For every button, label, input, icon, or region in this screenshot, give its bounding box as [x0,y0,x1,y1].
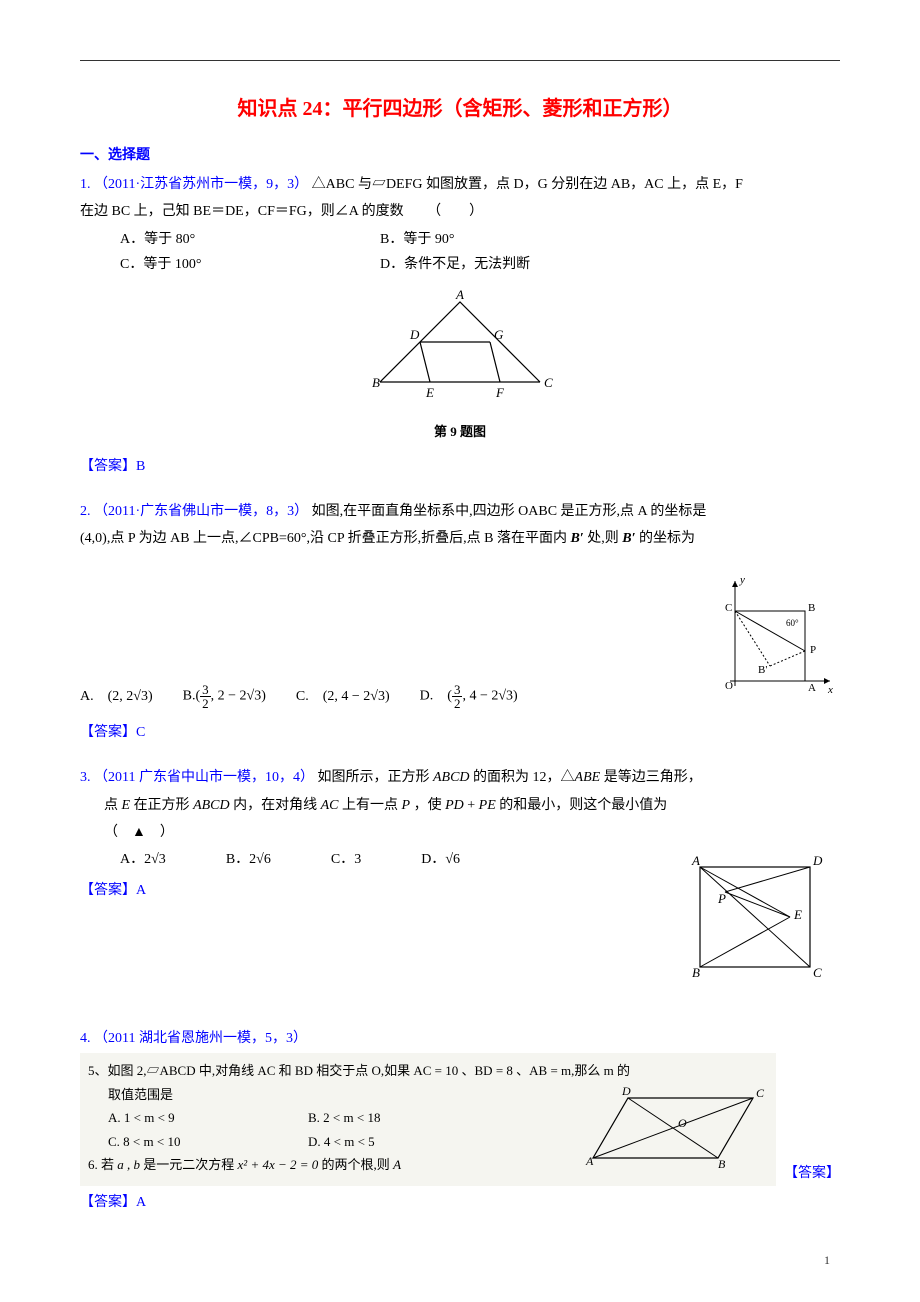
q2-num: 2. [80,504,91,519]
svg-text:F: F [495,385,505,400]
q2-angle: 60° [287,531,307,546]
q2-stem2: (4,0),点 P 为边 AB 上一点,∠CPB=60°,沿 CP 折叠正方形,… [80,526,840,551]
svg-text:C: C [544,375,553,390]
q3-paren: （ ▲ ） [80,820,840,845]
svg-text:60°: 60° [786,618,799,628]
svg-text:O: O [725,680,733,692]
q2-optC: C. (2, 4 − 2√3) [296,684,390,709]
q1-answer-label: 【答案】 [80,459,136,474]
svg-text:D: D [409,327,420,342]
svg-text:E: E [793,907,802,922]
q1-src: （2011·江苏省苏州市一模，9，3） [94,177,308,192]
q4-src: （2011 湖北省恩施州一模，5，3） [94,1031,307,1046]
q1-optC: C．等于 100° [120,252,380,277]
q1-optB: B．等于 90° [380,227,454,252]
q4-block-row: 5、如图 2,▱ABCD 中,对角线 AC 和 BD 相交于点 O,如果 AC … [80,1053,840,1186]
svg-text:P: P [810,644,816,656]
q3-figure: A D B C E P [680,847,840,996]
q4-optB: B. 2 < m < 18 [308,1106,380,1129]
q4-line1: 5、如图 2,▱ABCD 中,对角线 AC 和 BD 相交于点 O,如果 AC … [88,1059,768,1082]
svg-text:B: B [808,602,815,614]
q2-stem2-end: 处,则 [587,531,619,546]
svg-text:E: E [425,385,434,400]
svg-text:G: G [494,327,504,342]
q3-options-row: A．2√3 B．2√6 C．3 D．√6 【答案】A A D B C E P [80,847,840,996]
q2-bprime1: B′ [570,531,583,546]
svg-text:C: C [813,965,822,980]
q2-optA: A. (2, 2√3) [80,684,153,709]
q2-stem2-pre: (4,0),点 P 为边 AB 上一点,∠CPB= [80,531,287,546]
q4-optA: A. 1 < m < 9 [108,1106,308,1129]
q4-optD: D. 4 < m < 5 [308,1130,375,1153]
q4-answer-right: 【答案】 [776,1161,840,1186]
q3-answer: 【答案】A [80,878,660,903]
q3-stem2: 点 E 在正方形 ABCD 内，在对角线 AC 上有一点 P ，使 PD + P… [80,793,840,818]
svg-text:C: C [725,602,732,614]
svg-text:y: y [739,574,745,586]
page-title: 知识点 24：平行四边形（含矩形、菱形和正方形） [80,91,840,127]
q2-answer-label: 【答案】 [80,725,136,740]
svg-text:B': B' [758,664,767,676]
q3-num: 3. [80,770,91,785]
section-header: 一、选择题 [80,143,840,168]
q4-line3: 6. 若 a , b 是一元二次方程 x² + 4x − 2 = 0 的两个根,… [88,1153,578,1176]
svg-text:O: O [678,1116,687,1130]
q1-optA: A．等于 80° [120,227,380,252]
q3-optC: C．3 [331,847,361,872]
page-number: 1 [824,1250,830,1272]
q1-figure: A B C D G E F 第 9 题图 [80,287,840,444]
q1-options: A．等于 80° B．等于 90° C．等于 100° D．条件不足，无法判断 [120,227,840,277]
q1-figure-caption: 第 9 题图 [80,420,840,443]
q1-answer-value: B [136,459,145,474]
q4-answer: 【答案】A [80,1190,840,1215]
svg-text:D: D [812,853,823,868]
q3-src: （2011 广东省中山市一模，10，4） [94,770,314,785]
svg-text:C: C [756,1086,765,1100]
q2-stem2-post: ,沿 CP 折叠正方形,折叠后,点 B 落在平面内 [307,531,567,546]
q1-paren: （ ） [427,204,483,219]
svg-text:B: B [692,965,700,980]
q1-stem-text2: 在边 BC 上，己知 BE＝DE，CF＝FG，则∠A 的度数 [80,204,404,219]
q3-optB: B．2√6 [226,847,271,872]
q2-src: （2011·广东省佛山市一模，8，3） [94,504,308,519]
q4-scanned-block: 5、如图 2,▱ABCD 中,对角线 AC 和 BD 相交于点 O,如果 AC … [80,1053,776,1186]
q3-stem: 3. （2011 广东省中山市一模，10，4） 如图所示，正方形 ABCD 的面… [80,765,840,790]
q2-figure: x y C B O A P B' 60° [700,571,840,710]
q2-answer: 【答案】C [80,720,840,745]
q2-answer-value: C [136,725,145,740]
q4-optC: C. 8 < m < 10 [108,1130,308,1153]
svg-text:P: P [717,891,726,906]
q1-num: 1. [80,177,91,192]
svg-text:A: A [808,682,816,694]
q2-options-row: A. (2, 2√3) B.(32, 2 − 2√3) C. (2, 4 − 2… [80,571,840,710]
svg-text:A: A [455,287,464,302]
svg-text:A: A [585,1154,594,1168]
q2-bprime2: B′ [622,531,635,546]
q4-num: 4. [80,1031,91,1046]
q4-line2: 取值范围是 [88,1083,578,1106]
q2-optD: D. (32, 4 − 2√3) [420,683,518,710]
header-rule [80,60,840,61]
q3-optA: A．2√3 [120,847,166,872]
svg-text:A: A [691,853,700,868]
q4-header: 4. （2011 湖北省恩施州一模，5，3） [80,1026,840,1051]
q1-stem: 1. （2011·江苏省苏州市一模，9，3） △ABC 与▱DEFG 如图放置，… [80,172,840,197]
q2-stem-text1: 如图,在平面直角坐标系中,四边形 OABC 是正方形,点 A 的坐标是 [312,504,707,519]
q1-answer: 【答案】B [80,454,840,479]
q3-optD: D．√6 [421,847,460,872]
svg-text:B: B [372,375,380,390]
q2-optB: B.(32, 2 − 2√3) [183,683,266,710]
svg-text:B: B [718,1157,726,1171]
svg-text:x: x [827,684,833,696]
q4-figure: D C A B O [578,1083,768,1180]
q1-stem-text1: △ABC 与▱DEFG 如图放置，点 D，G 分别在边 AB，AC 上，点 E，… [312,177,743,192]
q2-stem: 2. （2011·广东省佛山市一模，8，3） 如图,在平面直角坐标系中,四边形 … [80,499,840,524]
q1-optD: D．条件不足，无法判断 [380,252,530,277]
q1-stem2: 在边 BC 上，己知 BE＝DE，CF＝FG，则∠A 的度数 （ ） [80,199,840,224]
q2-stem2-tail: 的坐标为 [639,531,695,546]
svg-text:D: D [621,1084,631,1098]
